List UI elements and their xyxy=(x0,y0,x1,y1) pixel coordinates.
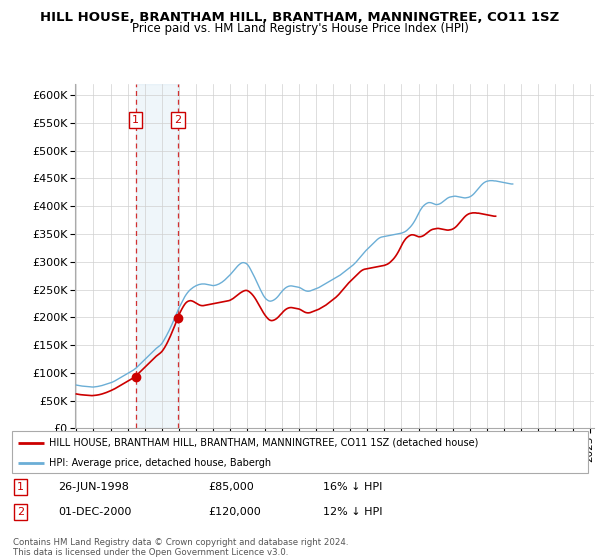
Text: £85,000: £85,000 xyxy=(208,482,254,492)
Text: HPI: Average price, detached house, Babergh: HPI: Average price, detached house, Babe… xyxy=(49,458,272,468)
Text: 2: 2 xyxy=(17,507,24,517)
Text: HILL HOUSE, BRANTHAM HILL, BRANTHAM, MANNINGTREE, CO11 1SZ: HILL HOUSE, BRANTHAM HILL, BRANTHAM, MAN… xyxy=(40,11,560,24)
Bar xyxy=(136,84,178,428)
Text: 2: 2 xyxy=(174,115,181,125)
Text: Price paid vs. HM Land Registry's House Price Index (HPI): Price paid vs. HM Land Registry's House … xyxy=(131,22,469,35)
Text: £120,000: £120,000 xyxy=(208,507,260,517)
FancyBboxPatch shape xyxy=(12,431,588,473)
Text: Contains HM Land Registry data © Crown copyright and database right 2024.
This d: Contains HM Land Registry data © Crown c… xyxy=(13,538,349,557)
Text: 12% ↓ HPI: 12% ↓ HPI xyxy=(323,507,383,517)
Text: 1: 1 xyxy=(132,115,139,125)
Text: 16% ↓ HPI: 16% ↓ HPI xyxy=(323,482,382,492)
Text: 01-DEC-2000: 01-DEC-2000 xyxy=(58,507,131,517)
Text: 26-JUN-1998: 26-JUN-1998 xyxy=(58,482,129,492)
Text: 1: 1 xyxy=(17,482,24,492)
Text: HILL HOUSE, BRANTHAM HILL, BRANTHAM, MANNINGTREE, CO11 1SZ (detached house): HILL HOUSE, BRANTHAM HILL, BRANTHAM, MAN… xyxy=(49,438,479,448)
